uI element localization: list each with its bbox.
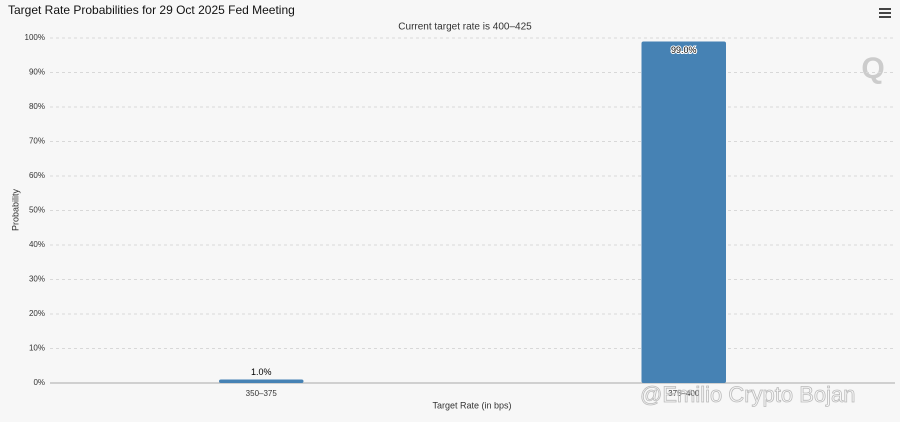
bar bbox=[219, 379, 304, 383]
x-tick-label: 350–375 bbox=[246, 389, 278, 398]
menu-bar bbox=[879, 16, 891, 18]
chart-subtitle: Current target rate is 400–425 bbox=[398, 22, 532, 33]
menu-button[interactable] bbox=[879, 8, 891, 18]
data-label: 1.0% bbox=[251, 367, 272, 377]
y-tick-label: 90% bbox=[29, 68, 45, 77]
bar bbox=[641, 41, 726, 383]
logo: Q bbox=[861, 52, 884, 85]
data-label: 99.0% bbox=[671, 45, 697, 55]
y-tick-label: 70% bbox=[29, 137, 45, 146]
x-axis-label: Target Rate (in bps) bbox=[432, 400, 511, 410]
menu-bar bbox=[879, 8, 891, 10]
y-tick-label: 10% bbox=[29, 344, 45, 353]
y-tick-label: 0% bbox=[33, 378, 45, 387]
y-tick-label: 50% bbox=[29, 206, 45, 215]
watermark: @Emilio Crypto Bojan bbox=[640, 382, 856, 407]
x-tick-label: 375–400 bbox=[668, 389, 700, 398]
y-tick-label: 30% bbox=[29, 275, 45, 284]
y-tick-label: 80% bbox=[29, 102, 45, 111]
y-tick-label: 40% bbox=[29, 240, 45, 249]
y-tick-label: 100% bbox=[25, 33, 45, 42]
menu-bar bbox=[879, 12, 891, 14]
y-tick-label: 20% bbox=[29, 309, 45, 318]
y-tick-label: 60% bbox=[29, 171, 45, 180]
chart-title: Target Rate Probabilities for 29 Oct 202… bbox=[8, 3, 295, 17]
y-axis-label: Probability bbox=[10, 188, 20, 231]
